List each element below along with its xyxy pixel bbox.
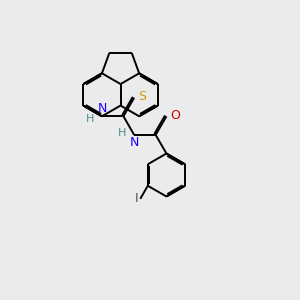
Text: N: N xyxy=(97,102,106,115)
Text: H: H xyxy=(118,128,127,137)
Text: O: O xyxy=(170,109,180,122)
Text: I: I xyxy=(134,192,138,205)
Text: H: H xyxy=(86,114,94,124)
Text: N: N xyxy=(130,136,139,149)
Text: S: S xyxy=(138,90,146,103)
